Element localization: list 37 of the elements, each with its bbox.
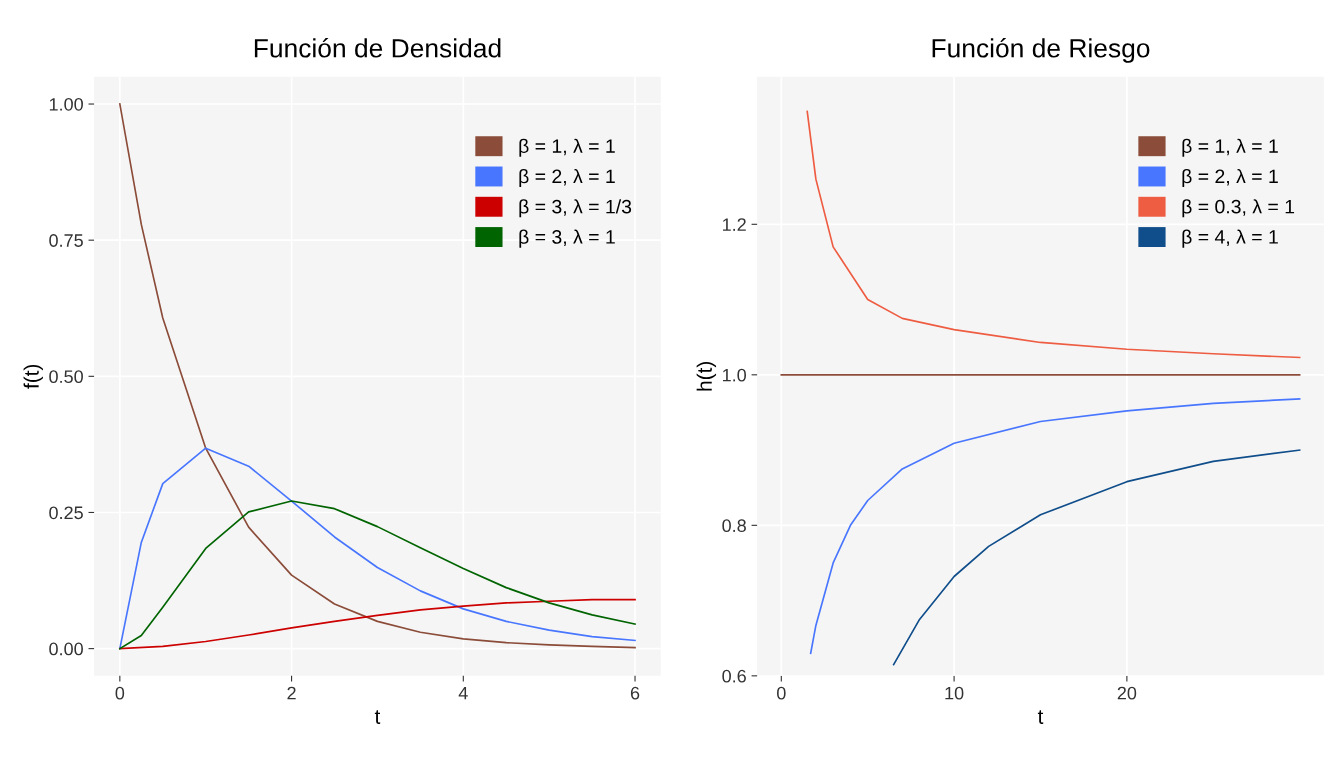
legend-label: β = 4, λ = 1 bbox=[1182, 229, 1278, 248]
y-axis-title: f(t) bbox=[23, 364, 43, 389]
line-series bbox=[806, 110, 1301, 359]
legend-label: β = 2, λ = 1 bbox=[1182, 168, 1278, 188]
legend-label: β = 2, λ = 1 bbox=[519, 168, 615, 188]
y-tick-label: 0.00 bbox=[49, 642, 83, 656]
chart-title: Función de Densidad bbox=[254, 37, 501, 58]
y-tick-label: 0.6 bbox=[722, 669, 746, 683]
y-tick-label: 0.75 bbox=[49, 234, 83, 247]
x-tick-label: 6 bbox=[630, 686, 640, 700]
x-tick-label: 2 bbox=[287, 686, 296, 700]
legend-label: β = 0.3, λ = 1 bbox=[1182, 199, 1295, 218]
line-series bbox=[119, 500, 636, 650]
line-series bbox=[119, 598, 636, 650]
line-series bbox=[892, 449, 1301, 666]
legend-label: β = 1, λ = 1 bbox=[1182, 138, 1278, 157]
legend-label: β = 3, λ = 1/3 bbox=[519, 199, 632, 218]
y-axis-title: h(t) bbox=[696, 361, 717, 391]
x-tick-label: 10 bbox=[945, 686, 964, 700]
line-series bbox=[119, 447, 636, 650]
x-tick-label: 20 bbox=[1117, 686, 1137, 700]
x-tick-label: 0 bbox=[777, 686, 786, 700]
legend-label: β = 3, λ = 1 bbox=[519, 229, 615, 248]
y-tick-label: 0.8 bbox=[722, 519, 746, 533]
line-series bbox=[809, 398, 1301, 655]
x-tick-label: 4 bbox=[458, 686, 468, 700]
y-tick-label: 1.2 bbox=[722, 218, 746, 231]
x-axis-title: t bbox=[1037, 710, 1044, 724]
line-series bbox=[119, 103, 636, 649]
y-tick-label: 1.0 bbox=[722, 368, 747, 382]
y-tick-label: 0.25 bbox=[49, 506, 83, 520]
y-tick-label: 1.00 bbox=[49, 97, 83, 111]
x-tick-label: 0 bbox=[115, 686, 125, 700]
legend-label: β = 1, λ = 1 bbox=[519, 138, 615, 157]
y-tick-label: 0.50 bbox=[49, 370, 83, 384]
chart-title: Función de Riesgo bbox=[932, 37, 1150, 63]
x-axis-title: t bbox=[374, 710, 381, 724]
